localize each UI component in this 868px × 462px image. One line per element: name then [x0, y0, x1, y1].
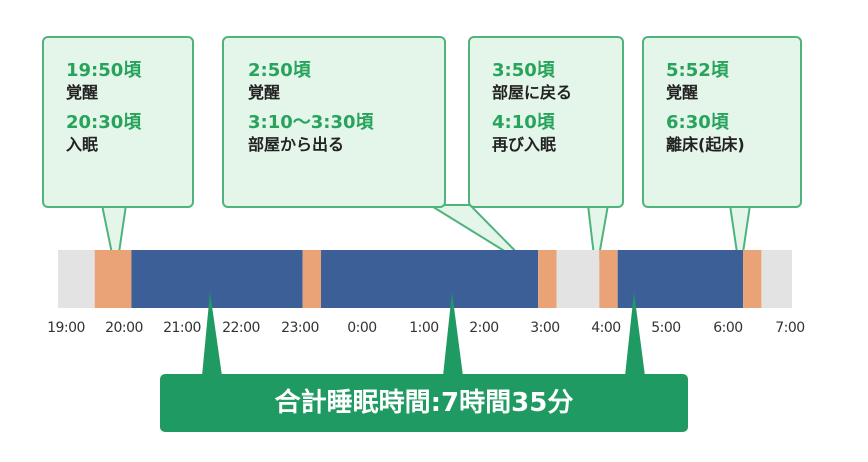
callout-box: 2:50頃 覚醒 3:10〜3:30頃 部屋から出る	[222, 36, 446, 208]
tick-label: 0:00	[347, 320, 377, 336]
event-time: 6:30頃	[666, 112, 729, 133]
event-time: 20:30頃	[66, 112, 142, 133]
event-label: 部屋に戻る	[492, 83, 573, 102]
segment-awake	[94, 250, 132, 308]
event-time: 3:10〜3:30頃	[248, 112, 374, 133]
event-label: 入眠	[66, 135, 99, 154]
callout-box: 3:50頃 部屋に戻る 4:10頃 再び入眠	[468, 36, 624, 208]
tick-label: 1:00	[409, 320, 439, 336]
event-label: 部屋から出る	[248, 135, 345, 154]
event-time: 19:50頃	[66, 60, 142, 81]
callout-box: 19:50頃 覚醒 20:30頃 入眠	[42, 36, 194, 208]
timeline-bar	[58, 250, 792, 308]
segment-awake	[538, 250, 557, 308]
tick-label: 4:00	[591, 320, 621, 336]
segment-awake	[302, 250, 322, 308]
tick-label: 23:00	[281, 320, 319, 336]
segment-out	[58, 250, 95, 308]
summary-pointer-2	[443, 292, 463, 376]
event-label: 離床(起床)	[666, 135, 745, 154]
event-label: 覚醒	[66, 83, 99, 102]
event-label: 再び入眠	[492, 135, 557, 154]
segment-out	[761, 250, 792, 308]
summary-pointer-1	[202, 292, 222, 376]
tick-label: 22:00	[222, 320, 260, 336]
tick-label: 7:00	[775, 320, 805, 336]
event-time: 5:52頃	[666, 60, 729, 81]
event-time: 4:10頃	[492, 112, 555, 133]
tick-label: 2:00	[469, 320, 499, 336]
segment-sleep	[617, 250, 744, 308]
summary-pointer-3	[625, 292, 645, 376]
tick-label: 3:00	[530, 320, 560, 336]
segment-out	[556, 250, 600, 308]
segment-awake	[599, 250, 618, 308]
segment-sleep	[131, 250, 303, 308]
tick-label: 20:00	[105, 320, 143, 336]
event-time: 2:50頃	[248, 60, 311, 81]
callout-box: 5:52頃 覚醒 6:30頃 離床(起床)	[642, 36, 802, 208]
total-sleep-summary: 合計睡眠時間:7時間35分	[160, 374, 688, 432]
event-label: 覚醒	[666, 83, 699, 102]
segment-sleep	[321, 250, 539, 308]
segment-awake	[743, 250, 762, 308]
tick-label: 5:00	[651, 320, 681, 336]
tick-label: 21:00	[163, 320, 201, 336]
tick-label: 19:00	[47, 320, 85, 336]
tick-label: 6:00	[713, 320, 743, 336]
event-label: 覚醒	[248, 83, 281, 102]
event-time: 3:50頃	[492, 60, 555, 81]
